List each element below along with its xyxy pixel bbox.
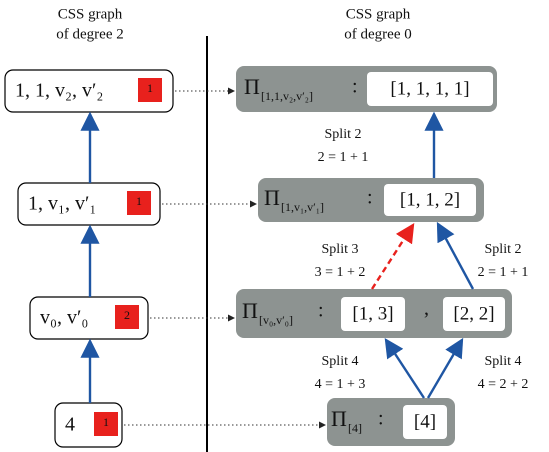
separator: : xyxy=(352,76,358,98)
arrow xyxy=(426,337,464,399)
multiset: [1, 3] xyxy=(352,303,393,324)
subscript: [1,1,v₂,v′₂] xyxy=(261,89,313,103)
multiset: [4] xyxy=(414,411,436,432)
right-node: Π [4] : [4] xyxy=(327,398,455,446)
left-node: 1, 1, v₂, v′₂ 1 xyxy=(4,69,174,113)
multiset: [1, 1, 2] xyxy=(400,189,460,210)
right-node: Π [1,v₁,v′₁] : [1, 1, 2] xyxy=(258,178,484,222)
edge-equation: 4 = 2 + 2 xyxy=(478,377,529,392)
header: CSS graph xyxy=(346,6,411,22)
edge-title: Split 2 xyxy=(325,127,362,142)
header: of degree 2 xyxy=(56,26,123,42)
dashed-arrow xyxy=(370,222,415,290)
multiset: [1, 1, 1, 1] xyxy=(390,78,469,99)
edge-equation: 2 = 1 + 1 xyxy=(478,265,529,280)
edge-equation: 4 = 1 + 3 xyxy=(315,377,366,392)
pi: Π xyxy=(264,185,280,210)
badge: 2 xyxy=(124,308,130,322)
node-label: 1, 1, v₂, v′₂ xyxy=(15,80,103,102)
node-label: 1, v₁, v′₁ xyxy=(28,193,96,215)
arrow xyxy=(436,221,475,290)
joiner: , xyxy=(424,298,429,320)
edge-title: Split 4 xyxy=(322,354,359,369)
badge: 1 xyxy=(136,194,142,208)
badge: 1 xyxy=(147,81,153,95)
edge-equation: 3 = 1 + 2 xyxy=(315,265,366,280)
pi: Π xyxy=(331,406,347,431)
separator: : xyxy=(318,300,324,322)
header: of degree 0 xyxy=(344,26,411,42)
left-node: 4 1 xyxy=(54,402,123,448)
subscript: [4] xyxy=(348,421,362,435)
edge-equation: 2 = 1 + 1 xyxy=(318,150,369,165)
arrow xyxy=(384,337,426,399)
subscript: [1,v₁,v′₁] xyxy=(281,200,324,214)
node-label: v₀, v′₀ xyxy=(40,307,88,329)
left-node: v₀, v′₀ 2 xyxy=(29,296,149,340)
header: CSS graph xyxy=(58,6,123,22)
pi: Π xyxy=(244,74,260,99)
edge-title: Split 2 xyxy=(485,242,522,257)
right-node: Π [1,1,v₂,v′₂] : [1, 1, 1, 1] xyxy=(236,66,497,112)
node-label: 4 xyxy=(65,414,75,436)
multiset: [2, 2] xyxy=(453,303,494,324)
right-node: Π [v₀,v′₀] : [1, 3] , [2, 2] xyxy=(236,289,512,338)
separator: : xyxy=(367,187,373,209)
separator: : xyxy=(378,408,384,430)
edge-title: Split 4 xyxy=(485,354,522,369)
badge: 1 xyxy=(103,415,109,429)
edge-title: Split 3 xyxy=(322,242,359,257)
pi: Π xyxy=(242,298,258,323)
left-node: 1, v₁, v′₁ 1 xyxy=(17,182,161,226)
subscript: [v₀,v′₀] xyxy=(259,313,293,327)
